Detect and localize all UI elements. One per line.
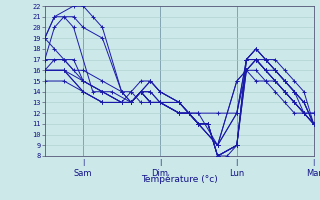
Text: Sam: Sam xyxy=(74,169,92,178)
X-axis label: Température (°c): Température (°c) xyxy=(141,175,218,184)
Text: |: | xyxy=(159,159,161,166)
Text: |: | xyxy=(236,159,238,166)
Text: |: | xyxy=(82,159,84,166)
Text: Mar: Mar xyxy=(306,169,320,178)
Text: |: | xyxy=(312,159,315,166)
Text: Dim: Dim xyxy=(151,169,169,178)
Text: Lun: Lun xyxy=(229,169,244,178)
